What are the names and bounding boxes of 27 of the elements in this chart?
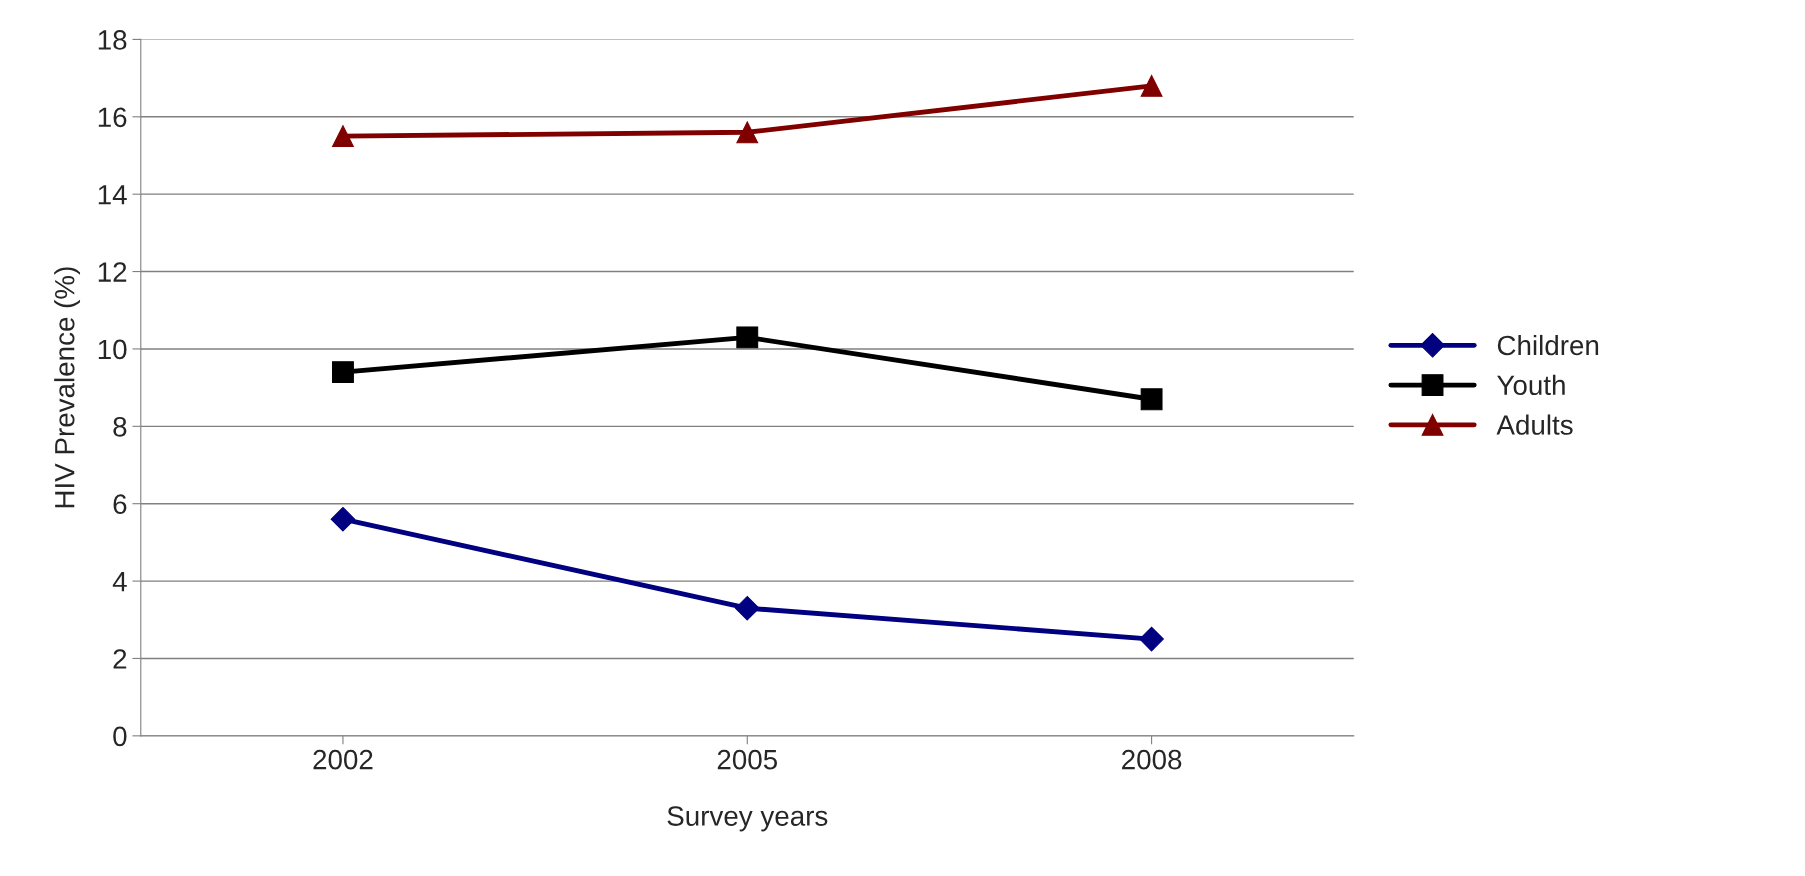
x-tick-label: 2008 [1122, 749, 1182, 770]
point [734, 595, 760, 621]
x-tick-label: 2002 [313, 749, 373, 770]
x-axis-title: Survey years [667, 806, 828, 832]
point [1140, 74, 1163, 97]
legend-label: Youth [1497, 374, 1565, 396]
point [1139, 626, 1164, 652]
legend-label: Children [1497, 334, 1599, 356]
y-tick-label: 14 [98, 185, 127, 205]
point [330, 506, 356, 532]
point [736, 121, 759, 144]
legend-label: Adults [1496, 414, 1573, 435]
y-tick-label: 12 [98, 262, 127, 282]
y-tick-label: 6 [113, 494, 127, 515]
y-tick-label: 4 [112, 572, 127, 592]
y-tick-label: 2 [113, 649, 127, 669]
y-axis-title: HIV Prevalence (%) [54, 267, 81, 508]
y-tick-label: 8 [113, 416, 127, 437]
y-tick-label: 18 [98, 30, 127, 50]
y-tick-label: 16 [98, 107, 127, 128]
point [332, 125, 354, 148]
y-tick-label: 0 [113, 726, 127, 747]
x-tick-label: 2005 [717, 749, 778, 770]
point [332, 361, 354, 384]
point [736, 326, 759, 349]
point [1140, 388, 1163, 411]
y-tick-label: 10 [98, 339, 127, 360]
